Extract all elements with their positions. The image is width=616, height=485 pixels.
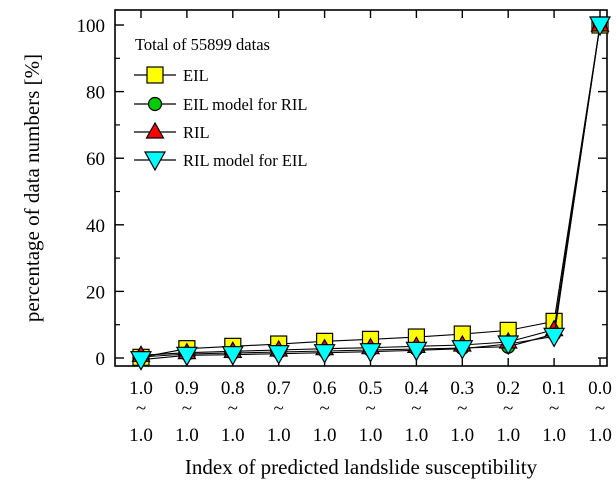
y-tick-label: 80 [86,83,105,104]
y-tick-label: 20 [86,282,105,303]
y-axis-title: percentage of data numbers [%] [20,54,44,322]
data-point [221,346,244,366]
data-point [175,346,198,367]
x-tick-label-bottom: 1.0 [588,425,612,446]
x-axis-ticks: 1.0~1.00.9~1.00.8~1.00.7~1.00.6~1.00.5~1… [129,10,612,446]
data-point [267,345,290,365]
data-point [405,341,428,362]
legend: EIL EIL model for RIL RIL RIL model for EIL [134,66,307,172]
legend-item: RIL model for EIL [134,151,307,172]
x-tick-label-bottom: 1.0 [129,425,153,446]
legend-label: EIL model for RIL [183,95,307,114]
legend-label: RIL [183,123,210,142]
x-tick-label-top: 0.5 [359,378,383,399]
legend-label: EIL [183,66,209,85]
legend-marker [147,96,163,112]
legend-item: EIL model for RIL [134,95,307,114]
x-tick-label-tilde: ~ [365,398,375,419]
x-tick-label-top: 0.2 [496,378,520,399]
x-axis-title: Index of predicted landslide susceptibil… [185,455,538,479]
x-tick-label-bottom: 1.0 [450,425,474,446]
legend-marker [143,151,167,172]
data-point [451,340,474,360]
x-tick-label-tilde: ~ [549,398,559,419]
series-ril-model-for-eil [129,16,612,371]
y-tick-label: 0 [96,349,106,370]
chart-annotation: Total of 55899 datas [135,35,270,54]
x-tick-label-tilde: ~ [595,398,605,419]
x-tick-label-top: 0.7 [267,378,291,399]
legend-item: RIL [134,121,210,142]
x-tick-label-top: 1.0 [129,378,153,399]
x-tick-label-bottom: 1.0 [405,425,429,446]
x-tick-label-top: 0.1 [542,378,566,399]
x-tick-label-tilde: ~ [228,398,238,419]
series-line [140,24,601,358]
series-layer [129,14,612,371]
x-tick-label-bottom: 1.0 [221,425,245,446]
plot-frame [114,9,608,367]
legend-item: EIL [134,66,209,85]
x-tick-label-top: 0.9 [175,378,199,399]
data-point [313,344,336,364]
data-point [543,327,566,348]
series-line [140,24,601,361]
x-tick-label-bottom: 1.0 [496,425,520,446]
x-tick-label-tilde: ~ [274,398,284,419]
data-point [497,335,520,356]
y-tick-label: 60 [86,149,105,170]
x-tick-label-bottom: 1.0 [542,425,566,446]
x-tick-label-top: 0.3 [450,378,474,399]
x-tick-label-tilde: ~ [136,398,146,419]
data-point [588,16,612,37]
x-tick-label-bottom: 1.0 [175,425,199,446]
x-tick-label-top: 0.8 [221,378,245,399]
x-tick-label-bottom: 1.0 [313,425,337,446]
y-tick-label: 100 [77,16,106,37]
x-tick-label-tilde: ~ [503,398,513,419]
x-tick-label-tilde: ~ [182,398,192,419]
y-axis-ticks: 0 20 40 60 80 100 [77,16,607,370]
data-point [359,343,382,363]
y-tick-label: 40 [86,216,105,237]
series-line [140,24,601,358]
x-tick-label-bottom: 1.0 [359,425,383,446]
x-tick-label-tilde: ~ [457,398,467,419]
x-tick-label-tilde: ~ [319,398,329,419]
x-tick-label-top: 0.0 [588,378,612,399]
data-point [129,351,153,371]
legend-marker [145,121,165,139]
legend-marker [146,66,164,84]
series-line [140,24,601,356]
x-tick-label-bottom: 1.0 [267,425,291,446]
legend-label: RIL model for EIL [183,151,307,170]
x-tick-label-tilde: ~ [411,398,421,419]
x-tick-label-top: 0.6 [313,378,337,399]
x-tick-label-top: 0.4 [405,378,429,399]
